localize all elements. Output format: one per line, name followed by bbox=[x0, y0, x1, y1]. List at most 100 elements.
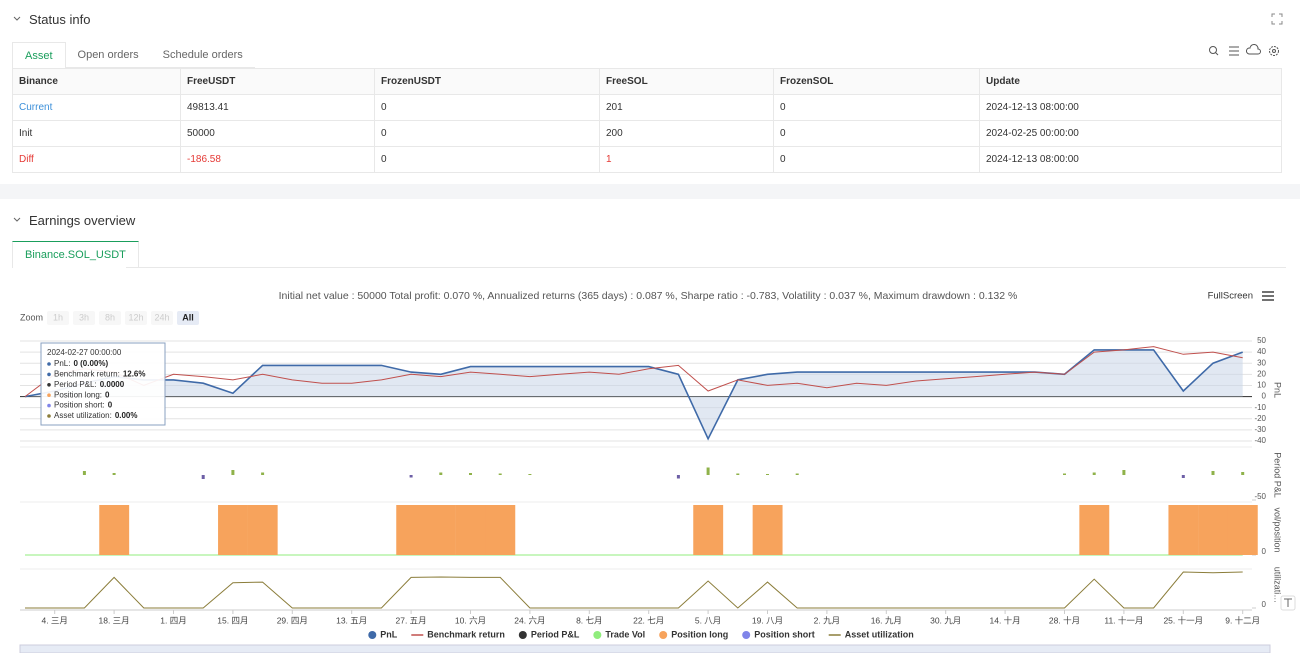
tab-rule bbox=[126, 267, 1286, 268]
table-row: Init 50000 0 200 0 2024-02-25 00:00:00 bbox=[12, 120, 1282, 147]
cloud-icon[interactable] bbox=[1245, 44, 1261, 55]
zoom-button-bg bbox=[177, 311, 199, 325]
y-axis-title: utilizati… bbox=[1273, 567, 1283, 604]
zoom-button[interactable]: 12h bbox=[128, 312, 143, 322]
tooltip: 2024-02-27 00:00:00 PnL: 0 (0.00%) Benchmar… bbox=[40, 342, 166, 426]
tab[interactable]: Open orders bbox=[65, 42, 151, 68]
bar bbox=[231, 470, 235, 475]
bar bbox=[112, 473, 116, 475]
position-block bbox=[99, 505, 130, 555]
navigator bbox=[19, 644, 1271, 653]
tooltip-bullet bbox=[47, 372, 51, 377]
list-icon[interactable] bbox=[1229, 46, 1239, 56]
table-cell: 0 bbox=[773, 94, 980, 121]
table-cell: 201 bbox=[599, 94, 774, 121]
y-tick-label: -10 bbox=[1254, 403, 1266, 412]
bar bbox=[706, 467, 710, 475]
tab[interactable]: Schedule orders bbox=[150, 42, 255, 68]
fullscreen-button[interactable]: FullScreen bbox=[1208, 291, 1253, 302]
x-tick-label: 16. 九月 bbox=[871, 615, 902, 625]
tab[interactable]: Binance.SOL_USDT bbox=[12, 241, 139, 268]
y-axis-title: Period P&L bbox=[1273, 452, 1283, 498]
position-block bbox=[247, 505, 278, 555]
zoom-button[interactable]: 24h bbox=[154, 312, 169, 322]
chevron[interactable] bbox=[12, 14, 22, 24]
x-tick-label: 9. 十二月 bbox=[1225, 615, 1260, 625]
legend-entry[interactable]: Position long bbox=[671, 629, 728, 639]
table-cell: 0 bbox=[374, 146, 600, 173]
table-wrap: Binance FreeUSDT FrozenUSDT FreeSOL FrozenSO… bbox=[12, 68, 1282, 173]
table-cell: 2024-12-13 08:00:00 bbox=[979, 146, 1282, 173]
asset-table: Binance FreeUSDT FrozenUSDT FreeSOL FrozenSO… bbox=[12, 68, 1282, 173]
position-block bbox=[425, 505, 456, 555]
x-tick-label: 11. 十一月 bbox=[1104, 615, 1143, 625]
bar bbox=[201, 475, 205, 479]
column-header: Update bbox=[979, 68, 1282, 95]
table-cell: 0 bbox=[374, 120, 600, 147]
y-tick-label: 0 bbox=[1262, 392, 1267, 401]
tooltip-label: Position long: bbox=[54, 390, 102, 399]
settings-icon[interactable] bbox=[1269, 46, 1279, 56]
legend-entry[interactable]: Trade Vol bbox=[605, 629, 645, 639]
bar bbox=[528, 474, 532, 475]
table-cell: 49813.41 bbox=[180, 94, 375, 121]
legend-entry[interactable]: Benchmark return bbox=[427, 629, 505, 639]
zoom-button[interactable]: 1h bbox=[53, 312, 63, 322]
fullscreen-icon[interactable] bbox=[1270, 12, 1284, 26]
table-cell: 50000 bbox=[180, 120, 375, 147]
x-tick-label: 5. 八月 bbox=[695, 615, 721, 625]
zoom-button[interactable]: All bbox=[182, 312, 194, 322]
x-tick-label: 28. 十月 bbox=[1049, 615, 1080, 625]
bar bbox=[439, 472, 443, 475]
chevron[interactable] bbox=[12, 215, 22, 225]
legend-entry[interactable]: Period P&L bbox=[531, 629, 580, 639]
tooltip-value: 0.0000 bbox=[100, 380, 125, 389]
table-row: Current 49813.41 0 201 0 2024-12-13 08:00:00 bbox=[12, 94, 1282, 121]
legend-symbol bbox=[659, 631, 668, 639]
tooltip-label: PnL: bbox=[54, 359, 70, 368]
bar bbox=[676, 475, 680, 479]
x-tick-label: 27. 五月 bbox=[396, 615, 427, 625]
series-line bbox=[25, 571, 1243, 609]
tooltip-box bbox=[40, 342, 166, 426]
zoom-button[interactable]: 8h bbox=[105, 312, 115, 322]
legend-entry[interactable]: Position short bbox=[754, 629, 815, 639]
bar bbox=[1092, 472, 1096, 475]
menu-icon[interactable] bbox=[1262, 291, 1274, 301]
position-block bbox=[1198, 505, 1229, 555]
tooltip-label: Period P&L: bbox=[54, 380, 97, 389]
position-block bbox=[485, 505, 516, 555]
table-row: Diff -186.58 0 1 0 2024-12-13 08:00:00 bbox=[12, 146, 1282, 173]
bar bbox=[261, 472, 265, 475]
tooltip-value: 12.6% bbox=[123, 370, 146, 379]
search-icon[interactable] bbox=[1209, 46, 1217, 54]
tab[interactable]: Asset bbox=[12, 42, 66, 68]
legend-entry[interactable]: PnL bbox=[380, 629, 398, 639]
tooltip-bullet bbox=[47, 414, 51, 418]
tooltip-bullet bbox=[47, 393, 51, 397]
table-cell: 0 bbox=[374, 94, 600, 121]
y-tick-label: -50 bbox=[1254, 492, 1266, 501]
column-header: FrozenSOL bbox=[773, 68, 980, 95]
legend-entry[interactable]: Asset utilization bbox=[845, 629, 914, 639]
position-block bbox=[396, 505, 427, 555]
tab-bar: Asset Open orders Schedule orders bbox=[12, 42, 255, 68]
table-cell: 1 bbox=[599, 146, 774, 173]
tooltip-bullet bbox=[47, 403, 51, 408]
section-title: Earnings overview bbox=[29, 213, 136, 228]
legend-symbol bbox=[368, 631, 377, 639]
y-tick-label: 30 bbox=[1257, 358, 1266, 367]
tooltip-bullet bbox=[47, 383, 51, 387]
table-cell: Current bbox=[12, 94, 181, 121]
scroll-top-icon bbox=[1284, 598, 1292, 607]
position-block bbox=[1227, 505, 1258, 555]
zoom-button[interactable]: 3h bbox=[79, 312, 89, 322]
separator bbox=[0, 184, 1300, 199]
tooltip-value: 0.00% bbox=[115, 411, 138, 420]
bar bbox=[469, 473, 472, 475]
x-tick-label: 19. 八月 bbox=[752, 615, 783, 625]
position-block bbox=[752, 505, 783, 555]
tooltip-date: 2024-02-27 00:00:00 bbox=[47, 348, 122, 357]
column-header: Binance bbox=[12, 68, 181, 95]
table-cell: 2024-02-25 00:00:00 bbox=[979, 120, 1282, 147]
